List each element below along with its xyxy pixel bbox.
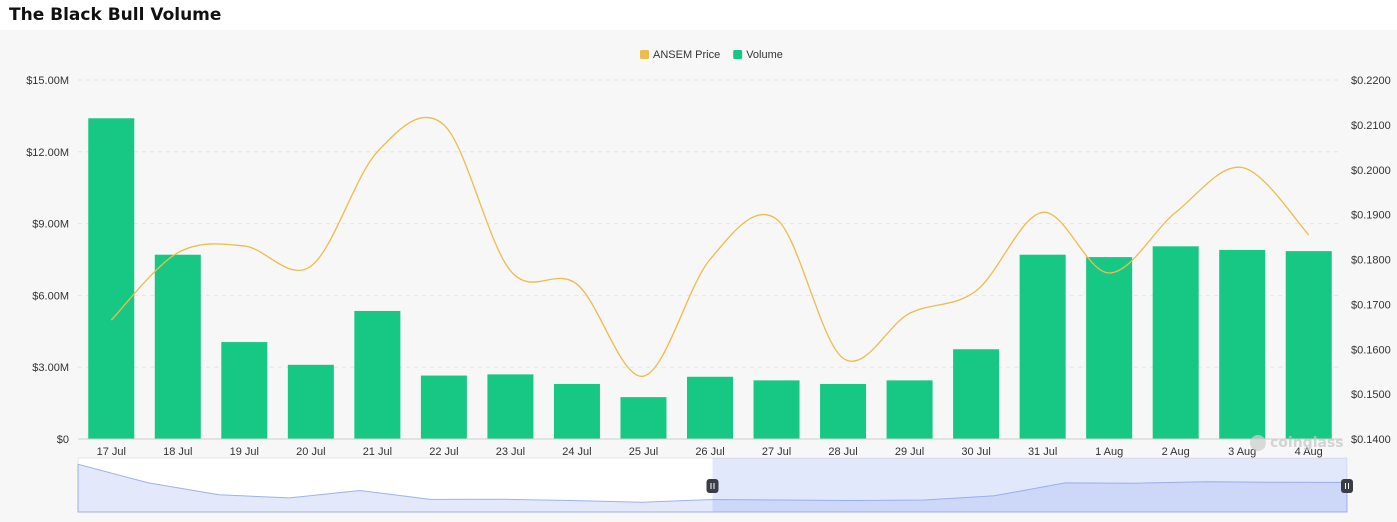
zoom-slider <box>77 457 1353 513</box>
left-axis-tick: $0 <box>57 434 69 446</box>
left-axis-tick: $6.00M <box>32 290 69 302</box>
volume-bar[interactable] <box>1019 254 1066 439</box>
legend: ANSEM Price Volume <box>640 49 783 61</box>
legend-label[interactable]: ANSEM Price <box>653 49 720 61</box>
x-axis: 17 Jul 18 Jul 19 Jul 20 Jul 21 Jul 22 Jul 23 J… <box>78 438 1342 458</box>
price-line-layer <box>110 116 1310 377</box>
chart-panel: $0 $3.00M $6.00M $9.00M $12.00M $15.00M $0.14… <box>0 30 1397 522</box>
x-axis-tick: 20 Jul <box>296 446 325 458</box>
right-axis-tick: $0.1900 <box>1351 210 1391 222</box>
legend-swatch[interactable] <box>733 50 743 59</box>
x-axis-tick: 21 Jul <box>363 446 392 458</box>
x-axis-tick: 17 Jul <box>97 446 126 458</box>
volume-bar[interactable] <box>154 254 201 439</box>
volume-bar[interactable] <box>753 380 800 439</box>
right-axis-tick: $0.1500 <box>1351 389 1391 401</box>
volume-bar[interactable] <box>487 374 534 439</box>
right-y-axis: $0.1400 $0.1500 $0.1600 $0.1700 $0.1800 $0.19… <box>1351 75 1391 446</box>
x-axis-tick: 2 Aug <box>1162 446 1190 458</box>
volume-bar[interactable] <box>287 364 334 439</box>
volume-bar[interactable] <box>221 342 268 439</box>
zoom-handle-end[interactable] <box>1341 479 1353 493</box>
x-axis-tick: 22 Jul <box>429 446 458 458</box>
zoom-selected-window[interactable] <box>712 458 1348 512</box>
x-axis-tick: 31 Jul <box>1028 446 1057 458</box>
volume-bar[interactable] <box>1152 246 1199 439</box>
volume-bar[interactable] <box>687 376 733 439</box>
volume-bar[interactable] <box>953 349 1000 439</box>
x-axis-tick: 27 Jul <box>762 446 791 458</box>
right-axis-tick: $0.1400 <box>1351 434 1391 446</box>
price-line[interactable] <box>110 116 1310 377</box>
left-axis-tick: $9.00M <box>32 219 69 231</box>
legend-swatch[interactable] <box>640 50 649 59</box>
watermark-text: coinglass <box>1270 435 1344 451</box>
x-axis-tick: 30 Jul <box>961 446 990 458</box>
volume-bar[interactable] <box>420 375 467 439</box>
watermark: coinglass <box>1250 435 1344 451</box>
volume-chart: $0 $3.00M $6.00M $9.00M $12.00M $15.00M $0.14… <box>26 49 1391 513</box>
volume-bar[interactable] <box>553 383 600 439</box>
volume-bar[interactable] <box>1285 251 1332 439</box>
x-axis-tick: 28 Jul <box>828 446 857 458</box>
x-axis-tick: 25 Jul <box>629 446 658 458</box>
volume-bars <box>88 118 1332 439</box>
x-axis-tick: 23 Jul <box>496 446 525 458</box>
volume-bar[interactable] <box>354 310 401 439</box>
left-axis-tick: $12.00M <box>26 147 69 159</box>
x-axis-tick: 1 Aug <box>1095 446 1123 458</box>
x-axis-tick: 29 Jul <box>895 446 924 458</box>
right-axis-tick: $0.1600 <box>1351 344 1391 356</box>
right-axis-tick: $0.1700 <box>1351 299 1391 311</box>
volume-bar[interactable] <box>88 118 135 439</box>
right-axis-tick: $0.2100 <box>1351 120 1391 132</box>
volume-bar[interactable] <box>886 380 933 439</box>
left-axis-tick: $15.00M <box>26 75 69 87</box>
left-axis-tick: $3.00M <box>32 362 69 374</box>
right-axis-tick: $0.2000 <box>1351 165 1391 177</box>
volume-bar[interactable] <box>620 397 667 439</box>
right-axis-tick: $0.1800 <box>1351 255 1391 267</box>
volume-bar[interactable] <box>1219 249 1266 439</box>
right-axis-tick: $0.2200 <box>1351 75 1391 87</box>
x-axis-tick: 4 Aug <box>1295 446 1323 458</box>
zoom-overview-area <box>77 463 1348 513</box>
left-y-axis: $0 $3.00M $6.00M $9.00M $12.00M $15.00M <box>26 75 69 446</box>
volume-bar[interactable] <box>820 383 867 439</box>
zoom-handle-start[interactable] <box>706 479 719 493</box>
coinglass-logo-icon <box>1250 435 1266 451</box>
x-axis-tick: 18 Jul <box>163 446 192 458</box>
x-axis-tick: 3 Aug <box>1228 446 1256 458</box>
page-title: The Black Bull Volume <box>9 5 222 25</box>
x-axis-tick: 19 Jul <box>230 446 259 458</box>
legend-label[interactable]: Volume <box>746 49 783 61</box>
x-axis-tick: 24 Jul <box>562 446 591 458</box>
volume-bar[interactable] <box>1086 257 1133 439</box>
x-axis-tick: 26 Jul <box>695 446 724 458</box>
